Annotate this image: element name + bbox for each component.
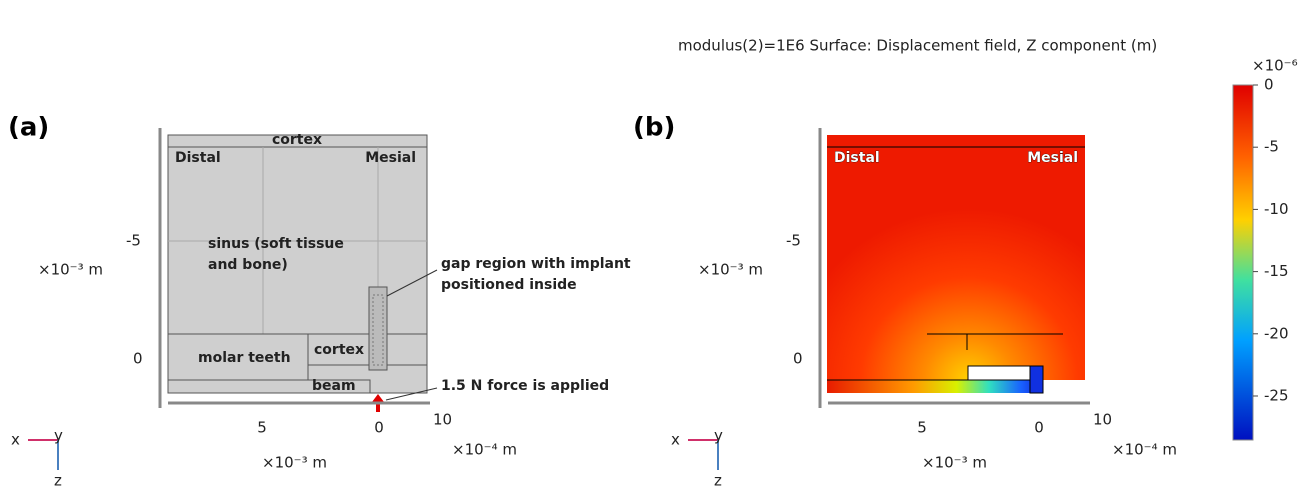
triad-label: y bbox=[54, 427, 63, 445]
panel-label: (b) bbox=[633, 113, 675, 143]
x-unit: ×10⁻³ m bbox=[262, 454, 327, 472]
leader bbox=[385, 387, 438, 401]
x-tick: 5 bbox=[257, 419, 267, 437]
region-label: sinus (soft tissue bbox=[208, 236, 344, 252]
x-tick: 0 bbox=[374, 419, 384, 437]
beam-box bbox=[167, 379, 371, 394]
y-tick: 0 bbox=[793, 350, 803, 368]
caption: modulus(2)=1E6 Surface: Displacement fie… bbox=[678, 37, 1157, 55]
annotation: positioned inside bbox=[441, 277, 577, 293]
region-label: Distal bbox=[834, 150, 880, 166]
cortex-box bbox=[307, 333, 428, 366]
x-tick: 10 bbox=[433, 411, 452, 429]
colorbar bbox=[1232, 84, 1254, 441]
x-tick: 0 bbox=[1034, 419, 1044, 437]
region-label: Distal bbox=[175, 150, 221, 166]
colorbar-tick: -15 bbox=[1264, 262, 1289, 280]
triad-label: z bbox=[54, 472, 62, 488]
colorbar-tick: -20 bbox=[1264, 324, 1289, 342]
annotation: gap region with implant bbox=[441, 256, 631, 272]
triad-label: y bbox=[714, 427, 723, 445]
axes: -5 0 ×10⁻³ m 5 0 10 ×10⁻³ m ×10⁻⁴ m x y z -5 0 ×10⁻³ … bbox=[11, 128, 1177, 490]
x-tick: 5 bbox=[917, 419, 927, 437]
colorbar-ticks: 0 -5 -10 -15 -20 -25 bbox=[1253, 76, 1289, 405]
region-label: molar teeth bbox=[198, 350, 291, 366]
geometry-b bbox=[827, 135, 1085, 394]
implant bbox=[372, 294, 384, 366]
region-label: Mesial bbox=[365, 150, 416, 166]
colorbar-tick: 0 bbox=[1264, 76, 1274, 94]
leader bbox=[386, 269, 438, 297]
y-unit: ×10⁻³ m bbox=[38, 261, 103, 279]
field bbox=[827, 135, 1085, 380]
y-tick: 0 bbox=[133, 350, 143, 368]
x-tick: 10 bbox=[1093, 411, 1112, 429]
geometry-a bbox=[167, 134, 428, 394]
x-unit: ×10⁻⁴ m bbox=[1112, 441, 1177, 459]
colorbar-tick: -5 bbox=[1264, 138, 1279, 156]
region-label: Mesial bbox=[1027, 150, 1078, 166]
triad-label: x bbox=[671, 431, 680, 449]
implant-field bbox=[1029, 365, 1044, 394]
region-label: beam bbox=[312, 378, 356, 394]
region-label: cortex bbox=[272, 132, 322, 148]
colorbar-exponent: ×10⁻⁶ bbox=[1252, 57, 1298, 75]
y-unit: ×10⁻³ m bbox=[698, 261, 763, 279]
colorbar-tick: -25 bbox=[1264, 387, 1289, 405]
triad-label: z bbox=[714, 472, 722, 488]
region-label: and bone) bbox=[208, 257, 288, 273]
triad-label: x bbox=[11, 431, 20, 449]
beam-field bbox=[827, 380, 1043, 393]
x-unit: ×10⁻⁴ m bbox=[452, 441, 517, 459]
implant-gap bbox=[368, 286, 388, 371]
panel-label: (a) bbox=[8, 113, 49, 143]
x-unit: ×10⁻³ m bbox=[922, 454, 987, 472]
y-tick: -5 bbox=[126, 232, 141, 250]
y-tick: -5 bbox=[786, 232, 801, 250]
colorbar-tick: -10 bbox=[1264, 200, 1289, 218]
annotation: 1.5 N force is applied bbox=[441, 378, 609, 394]
gap bbox=[967, 365, 1031, 381]
region-label: cortex bbox=[314, 342, 364, 358]
